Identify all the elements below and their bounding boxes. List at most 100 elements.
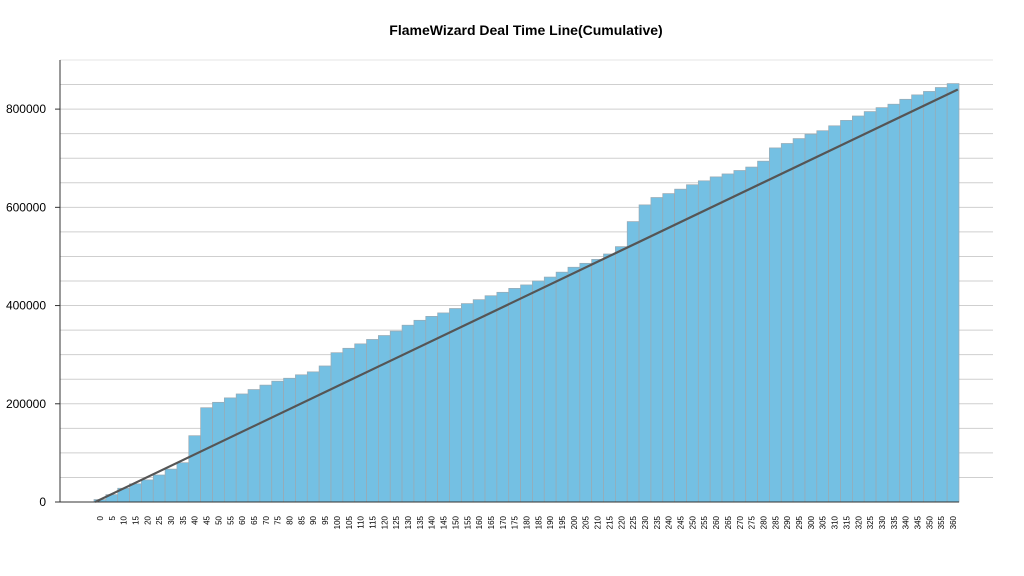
x-tick-label: 190: [546, 515, 555, 529]
y-tick-label: 800000: [6, 102, 46, 116]
bar-200: [567, 266, 581, 503]
bar-35: [176, 462, 190, 503]
bar-30: [164, 468, 178, 503]
bar-230: [638, 204, 652, 503]
y-tick-label: 200000: [6, 397, 46, 411]
bar-340: [899, 98, 912, 503]
x-tick-label: 90: [309, 515, 318, 524]
y-tick-label: 600000: [6, 200, 46, 214]
bar-70: [259, 384, 273, 503]
bar-185: [532, 280, 545, 503]
bar-225: [626, 221, 640, 503]
x-tick-label: 200: [570, 515, 579, 529]
bar-215: [603, 253, 616, 503]
x-tick-label: 210: [594, 515, 603, 529]
x-tick-label: 240: [665, 515, 674, 529]
axes: [55, 60, 959, 503]
x-tick-label: 215: [605, 515, 614, 529]
bar-145: [437, 312, 450, 503]
chart-title: FlameWizard Deal Time Line(Cumulative): [389, 22, 662, 38]
bar-300: [804, 133, 818, 503]
x-tick-label: 65: [250, 515, 259, 524]
y-tick-label: 0: [39, 495, 46, 509]
x-tick-label: 165: [487, 515, 496, 529]
bar-90: [306, 371, 320, 503]
x-tick-label: 125: [392, 515, 401, 529]
bar-15: [129, 483, 142, 503]
x-tick-label: 280: [759, 515, 768, 529]
bar-335: [887, 103, 901, 503]
bar-345: [911, 94, 924, 503]
bar-160: [472, 299, 486, 503]
bar-240: [662, 193, 675, 503]
bar-180: [520, 284, 533, 503]
x-tick-label: 330: [878, 515, 887, 529]
x-tick-label: 310: [831, 515, 840, 529]
trend-line-group: [94, 88, 959, 503]
x-tick-label: 150: [451, 515, 460, 529]
bar-355: [934, 87, 948, 503]
x-tick-label: 85: [297, 515, 306, 524]
bar-360: [946, 83, 960, 503]
bar-205: [579, 262, 593, 503]
x-tick-label: 195: [558, 515, 567, 529]
x-tick-label: 315: [842, 515, 851, 529]
x-tick-label: 105: [345, 515, 354, 529]
x-tick-label: 305: [819, 515, 828, 529]
x-tick-label: 290: [783, 515, 792, 529]
x-tick-label: 115: [368, 515, 377, 528]
x-tick-label: 295: [795, 515, 804, 529]
x-tick-label: 360: [949, 515, 958, 529]
x-tick-label: 130: [404, 515, 413, 529]
x-tick-label: 340: [902, 515, 911, 529]
x-tick-label: 275: [748, 515, 757, 529]
bar-235: [650, 197, 664, 503]
bar-330: [875, 107, 889, 503]
x-tick-label: 170: [499, 515, 508, 529]
x-tick-label: 0: [96, 515, 105, 520]
x-tick-label: 100: [333, 515, 342, 529]
x-tick-label: 30: [167, 515, 176, 524]
x-tick-label: 255: [700, 515, 709, 529]
bar-265: [721, 173, 735, 503]
x-tick-label: 45: [203, 515, 212, 524]
x-tick-label: 60: [238, 515, 247, 524]
x-tick-label: 260: [712, 515, 721, 529]
x-tick-label: 335: [890, 515, 899, 529]
bar-85: [295, 374, 308, 503]
x-tick-label: 160: [475, 515, 484, 529]
bar-40: [188, 435, 201, 503]
bar-250: [686, 184, 699, 503]
bar-310: [828, 125, 841, 503]
x-tick-label: 135: [416, 515, 425, 529]
bar-75: [271, 380, 284, 503]
x-tick-label: 350: [925, 515, 934, 529]
y-tick-label: 400000: [6, 299, 46, 313]
bar-110: [354, 343, 367, 503]
bar-245: [674, 188, 687, 503]
bar-220: [615, 246, 628, 503]
x-tick-label: 265: [724, 515, 733, 529]
x-tick-label: 300: [807, 515, 816, 529]
x-tick-label: 245: [677, 515, 686, 529]
bar-295: [792, 138, 806, 503]
x-tick-label: 55: [226, 515, 235, 524]
x-tick-label: 15: [131, 515, 140, 524]
bar-170: [496, 291, 510, 503]
x-tick-label: 110: [357, 515, 366, 528]
bar-100: [330, 352, 344, 503]
x-tick-label: 80: [286, 515, 295, 524]
x-tick-label: 320: [854, 515, 863, 529]
bar-260: [709, 176, 723, 503]
x-tick-label: 225: [629, 515, 638, 529]
x-tick-label: 155: [463, 515, 472, 529]
x-tick-label: 145: [440, 515, 449, 529]
bar-255: [697, 180, 711, 503]
x-tick-label: 250: [688, 515, 697, 529]
x-tick-label: 185: [534, 515, 543, 529]
x-tick-label: 120: [380, 515, 389, 529]
x-tick-label: 230: [641, 515, 650, 529]
x-tick-label: 5: [108, 515, 117, 520]
bar-280: [757, 160, 770, 503]
bar-25: [152, 474, 166, 503]
